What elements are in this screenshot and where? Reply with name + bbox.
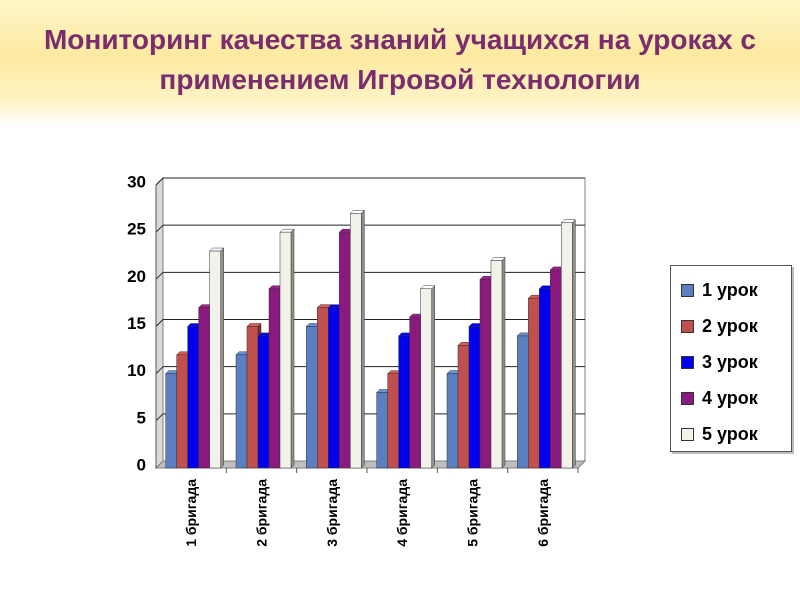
bar	[328, 307, 340, 469]
legend-label: 4 урок	[702, 387, 758, 408]
bar	[420, 288, 432, 469]
bar-side	[220, 247, 224, 469]
gridline-side	[155, 271, 164, 280]
legend-item: 2 урок	[681, 316, 789, 336]
bar	[398, 335, 410, 469]
bar	[528, 297, 540, 469]
legend-label: 5 урок	[702, 423, 758, 444]
bar-side	[501, 256, 506, 469]
bar	[409, 316, 421, 469]
legend-swatch	[681, 283, 694, 297]
gridline-side	[155, 177, 164, 186]
bar	[479, 279, 492, 469]
bar	[387, 373, 399, 469]
x-tick-label: 2 бригада	[254, 479, 270, 547]
y-tick-label: 10	[127, 361, 146, 380]
bar	[446, 373, 459, 469]
y-tick-label: 30	[127, 173, 146, 192]
legend-item: 3 урок	[681, 352, 789, 372]
slide-title-line-2: применением Игровой технологии	[159, 64, 641, 95]
bar	[165, 373, 177, 469]
bar	[268, 288, 281, 469]
x-tick-label: 4 бригада	[394, 479, 410, 547]
bar	[550, 269, 562, 469]
bar	[235, 354, 248, 469]
x-tick-label: 3 бригада	[324, 479, 340, 547]
y-tick-label: 5	[137, 408, 146, 427]
y-tick-label: 20	[127, 267, 146, 286]
bar-side	[290, 228, 295, 469]
legend-label: 1 урок	[702, 279, 758, 300]
slide-title-line-1: Мониторинг качества знаний учащихся на у…	[43, 24, 756, 55]
bar	[376, 392, 388, 469]
x-tick-label: 1 бригада	[183, 479, 199, 547]
bar	[561, 222, 573, 469]
bar	[279, 231, 292, 469]
bar	[306, 326, 318, 469]
bar	[350, 213, 362, 469]
bar	[517, 335, 529, 469]
legend-item: 4 урок	[681, 388, 789, 408]
gridline-side	[155, 366, 164, 375]
legend-swatch	[681, 355, 694, 369]
title-band	[0, 0, 800, 125]
bar-side	[431, 285, 435, 469]
gridline-side	[155, 413, 164, 422]
bar	[468, 326, 481, 469]
bar	[317, 307, 329, 469]
bar	[539, 288, 551, 469]
bar	[187, 326, 199, 469]
legend-swatch	[681, 427, 694, 441]
legend-label: 3 урок	[702, 351, 758, 372]
bar-side	[572, 219, 576, 469]
y-tick-label: 25	[127, 220, 146, 239]
legend-swatch	[681, 319, 694, 333]
y-tick-label: 0	[137, 456, 146, 475]
gridline-side	[155, 319, 164, 327]
bar	[339, 231, 351, 469]
bar	[246, 326, 259, 469]
bar	[176, 354, 188, 469]
chart-legend: 1 урок 2 урок 3 урок 4 урок 5 урок	[670, 265, 792, 452]
legend-label: 2 урок	[702, 315, 758, 336]
x-tick-label: 5 бригада	[465, 479, 481, 547]
legend-item: 5 урок	[681, 424, 789, 444]
gridline-side	[155, 224, 164, 233]
bar	[490, 260, 503, 469]
bar	[209, 250, 221, 469]
bar	[257, 335, 270, 469]
bar	[457, 345, 470, 469]
bar	[198, 307, 210, 469]
y-tick-label: 15	[127, 314, 146, 333]
x-tick-label: 6 бригада	[535, 479, 551, 547]
slide-title: Мониторинг качества знаний учащихся на у…	[0, 20, 800, 100]
legend-swatch	[681, 391, 694, 405]
legend-item: 1 урок	[681, 280, 789, 300]
bar-side	[361, 209, 365, 469]
